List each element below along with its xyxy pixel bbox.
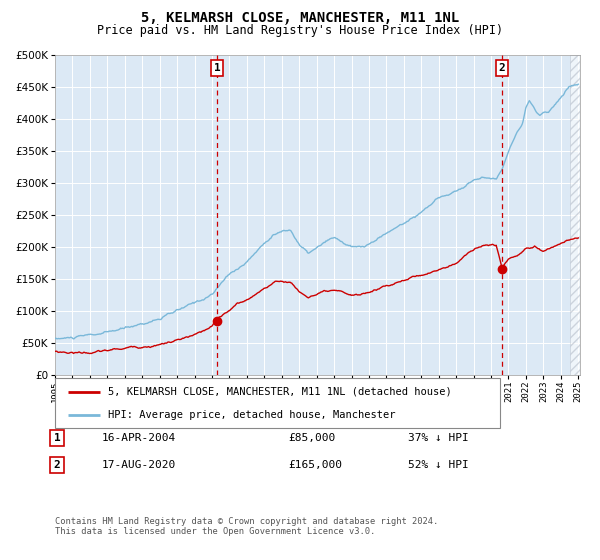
Bar (569, 55, 583, 375)
Text: HPI: Average price, detached house, Manchester: HPI: Average price, detached house, Manc… (109, 409, 396, 419)
Text: 37% ↓ HPI: 37% ↓ HPI (408, 433, 469, 443)
Text: 5, KELMARSH CLOSE, MANCHESTER, M11 1NL: 5, KELMARSH CLOSE, MANCHESTER, M11 1NL (141, 11, 459, 25)
Text: Price paid vs. HM Land Registry's House Price Index (HPI): Price paid vs. HM Land Registry's House … (97, 24, 503, 36)
Text: £165,000: £165,000 (288, 460, 342, 470)
FancyBboxPatch shape (55, 378, 500, 428)
Text: Contains HM Land Registry data © Crown copyright and database right 2024.
This d: Contains HM Land Registry data © Crown c… (55, 517, 439, 536)
Text: 5, KELMARSH CLOSE, MANCHESTER, M11 1NL (detached house): 5, KELMARSH CLOSE, MANCHESTER, M11 1NL (… (109, 386, 452, 396)
Text: £85,000: £85,000 (288, 433, 335, 443)
Text: 52% ↓ HPI: 52% ↓ HPI (408, 460, 469, 470)
Text: 17-AUG-2020: 17-AUG-2020 (102, 460, 176, 470)
Text: 1: 1 (214, 63, 220, 73)
Text: 16-APR-2004: 16-APR-2004 (102, 433, 176, 443)
Text: 2: 2 (499, 63, 505, 73)
Text: 1: 1 (53, 433, 61, 443)
Text: 2: 2 (53, 460, 61, 470)
